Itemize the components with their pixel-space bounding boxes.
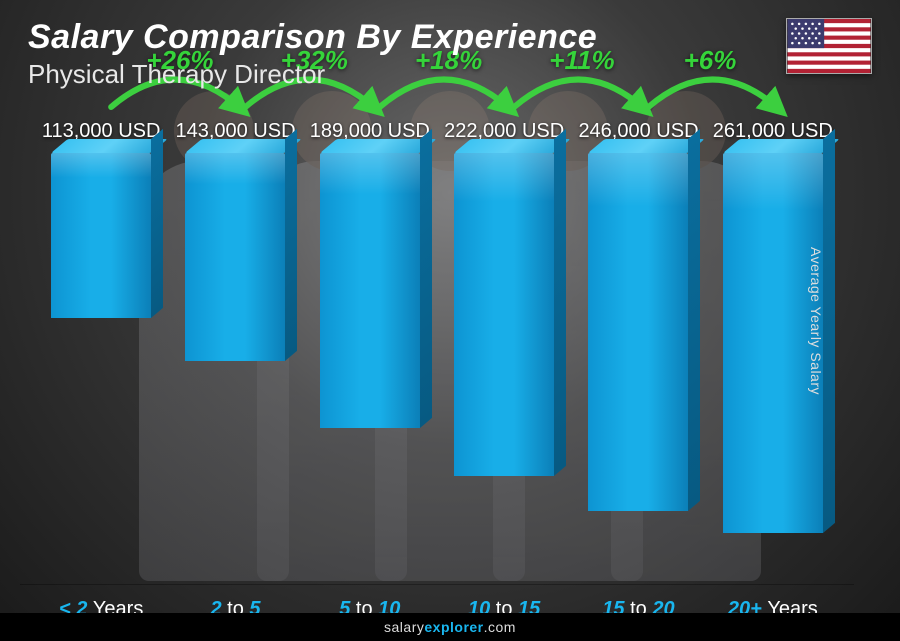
- page-subtitle: Physical Therapy Director: [28, 59, 597, 90]
- bar-slot: 246,000 USD15 to 20: [571, 120, 705, 585]
- bar-wrap: [588, 153, 688, 511]
- bar: [51, 153, 151, 318]
- us-flag-icon: [786, 18, 872, 74]
- bar-slot: 189,000 USD5 to 10: [303, 120, 437, 585]
- brand-accent: explorer: [424, 619, 483, 635]
- chart-baseline: [20, 584, 854, 585]
- bar-wrap: [320, 153, 420, 428]
- footer-brand: salaryexplorer.com: [384, 619, 516, 635]
- header: Salary Comparison By Experience Physical…: [28, 18, 872, 90]
- bar-wrap: [185, 153, 285, 361]
- y-axis-label: Average Yearly Salary: [808, 247, 824, 395]
- bar-slot: 143,000 USD2 to 5: [168, 120, 302, 585]
- bar: [185, 153, 285, 361]
- footer: salaryexplorer.com: [0, 613, 900, 641]
- bar: [320, 153, 420, 428]
- bar-slot: 113,000 USD< 2 Years: [34, 120, 168, 585]
- bar-wrap: [51, 153, 151, 318]
- bar-chart: 113,000 USD< 2 Years143,000 USD2 to 5189…: [34, 120, 840, 585]
- brand-suffix: .com: [484, 619, 516, 635]
- page-title: Salary Comparison By Experience: [28, 18, 597, 57]
- bar-slot: 222,000 USD10 to 15: [437, 120, 571, 585]
- bar: [454, 153, 554, 476]
- brand-prefix: salary: [384, 619, 424, 635]
- bar: [588, 153, 688, 511]
- bar-wrap: [454, 153, 554, 476]
